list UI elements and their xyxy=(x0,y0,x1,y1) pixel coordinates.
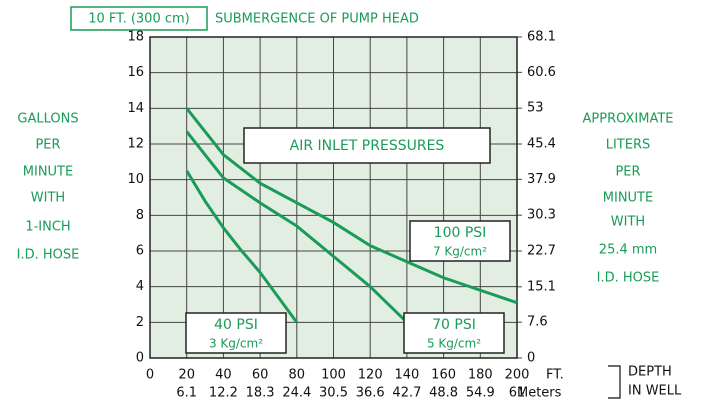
legend-metric: 3 Kg/cm² xyxy=(209,337,263,351)
title-box-text: 10 FT. (300 cm) xyxy=(88,12,190,27)
y2-tick-label: 0 xyxy=(527,351,535,366)
y-label: 1-INCH xyxy=(25,220,70,235)
annotation: AIR INLET PRESSURES xyxy=(290,138,445,154)
x2-tick-label: 24.4 xyxy=(282,386,311,401)
x-tick-label: 100 xyxy=(321,368,346,383)
annotation-box xyxy=(243,127,491,164)
y-label: PER xyxy=(35,138,60,153)
y2-tick-label: 7.6 xyxy=(527,315,548,330)
x2-unit: Meters xyxy=(517,386,562,401)
plot-frame xyxy=(149,36,518,359)
x2-tick-label: 48.8 xyxy=(429,386,458,401)
y-tick-label: 2 xyxy=(136,315,144,330)
legend-label: 100 PSI xyxy=(434,225,487,241)
legend-box xyxy=(185,312,287,354)
legend-metric: 7 Kg/cm² xyxy=(433,245,487,259)
y-tick-label: 16 xyxy=(127,65,144,80)
y2-tick-label: 30.3 xyxy=(527,208,556,223)
x-tick-label: 0 xyxy=(146,368,154,383)
y-tick-label: 8 xyxy=(136,208,144,223)
y2-label: LITERS xyxy=(606,138,651,153)
y-tick-label: 0 xyxy=(136,351,144,366)
x-tick-label: 40 xyxy=(215,368,232,383)
x-tick-label: 20 xyxy=(178,368,195,383)
y2-tick-label: 60.6 xyxy=(527,65,556,80)
x-tick-label: 60 xyxy=(252,368,269,383)
x2-tick-label: 18.3 xyxy=(246,386,275,401)
y-label: GALLONS xyxy=(17,112,78,127)
legend-label: 70 PSI xyxy=(432,317,476,333)
chart-title: SUBMERGENCE OF PUMP HEAD xyxy=(215,12,419,27)
y2-label: 25.4 mm xyxy=(599,243,657,258)
y2-tick-label: 68.1 xyxy=(527,30,556,45)
x-tick-label: 200 xyxy=(505,368,530,383)
x2-tick-label: 12.2 xyxy=(209,386,238,401)
y2-tick-label: 53 xyxy=(527,101,544,116)
bracket xyxy=(608,365,621,399)
y-tick-label: 6 xyxy=(136,244,144,259)
x2-tick-label: 36.6 xyxy=(356,386,385,401)
y2-label: MINUTE xyxy=(603,191,653,206)
x2-tick-label: 30.5 xyxy=(319,386,348,401)
y2-label: WITH xyxy=(611,215,645,230)
x2-tick-label: 6.1 xyxy=(176,386,197,401)
x-tick-label: 120 xyxy=(358,368,383,383)
series-line xyxy=(185,130,408,324)
y2-tick-label: 37.9 xyxy=(527,172,556,187)
x-label: DEPTH xyxy=(628,365,672,380)
legend-box xyxy=(409,220,511,262)
x-tick-label: 160 xyxy=(431,368,456,383)
legend-metric: 5 Kg/cm² xyxy=(427,337,481,351)
y-label: WITH xyxy=(31,191,65,206)
x-tick-label: 180 xyxy=(468,368,493,383)
x2-tick-label: 42.7 xyxy=(392,386,421,401)
x-tick-label: 140 xyxy=(394,368,419,383)
title-box xyxy=(70,6,208,31)
y-tick-label: 10 xyxy=(127,172,144,187)
y-tick-label: 4 xyxy=(136,279,144,294)
y2-label: I.D. HOSE xyxy=(597,271,660,286)
series-line xyxy=(185,169,299,324)
y-label: MINUTE xyxy=(23,165,73,180)
y-tick-label: 14 xyxy=(127,101,144,116)
y2-tick-label: 22.7 xyxy=(527,244,556,259)
y-label: I.D. HOSE xyxy=(17,248,80,263)
y2-label: PER xyxy=(615,165,640,180)
legend-box xyxy=(403,312,505,354)
series-line xyxy=(185,107,518,305)
y2-label: APPROXIMATE xyxy=(583,112,674,127)
x2-tick-label: 61 xyxy=(509,386,526,401)
x-unit: FT. xyxy=(546,368,564,383)
y2-tick-label: 45.4 xyxy=(527,137,556,152)
y2-tick-label: 15.1 xyxy=(527,279,556,294)
x-tick-label: 80 xyxy=(289,368,306,383)
y-tick-label: 12 xyxy=(127,137,144,152)
x2-tick-label: 54.9 xyxy=(466,386,495,401)
legend-label: 40 PSI xyxy=(214,317,258,333)
y-tick-label: 18 xyxy=(127,30,144,45)
x-label: IN WELL xyxy=(628,384,682,399)
